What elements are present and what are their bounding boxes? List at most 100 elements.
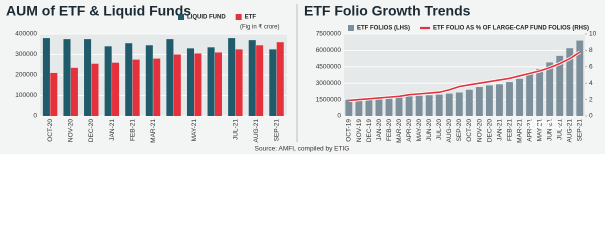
x-tick-label: FEB-21 xyxy=(129,119,136,141)
x-tick-label: NOV-20 xyxy=(68,119,75,143)
bar xyxy=(50,72,58,116)
bar xyxy=(425,95,433,116)
x-tick-label: OCT-20 xyxy=(47,119,54,142)
x-tick-label: FEB-20 xyxy=(386,119,393,141)
bar xyxy=(228,38,236,116)
bar xyxy=(104,46,112,116)
bar xyxy=(153,58,161,116)
bar xyxy=(256,45,264,116)
bar xyxy=(496,84,503,116)
x-tick-label: JUL-21 xyxy=(557,119,564,140)
y2-tick-label: 2 xyxy=(589,96,593,103)
bar xyxy=(435,94,443,116)
bar xyxy=(395,96,403,116)
bar xyxy=(42,38,50,116)
x-tick-label: MAY-20 xyxy=(416,119,423,142)
bar xyxy=(576,40,584,117)
x-tick-label: SEP-21 xyxy=(273,119,280,142)
x-tick-label: APR-20 xyxy=(406,119,413,142)
bar xyxy=(166,39,174,116)
bar xyxy=(485,85,493,116)
legend-label: ETF FOLIOS (LHS) xyxy=(357,26,410,32)
legend-label: ETF xyxy=(245,15,257,21)
legend-swatch xyxy=(178,14,184,20)
bar xyxy=(63,39,71,116)
x-tick-label: JUL-20 xyxy=(436,119,443,140)
bar xyxy=(235,49,243,116)
x-tick-label: NOV-19 xyxy=(356,119,363,143)
bar xyxy=(526,73,534,116)
chart-title: AUM of ETF & Liquid Funds xyxy=(6,3,191,19)
bar xyxy=(455,92,463,116)
x-tick-label: OCT-19 xyxy=(346,119,353,142)
bar xyxy=(365,98,373,116)
legend-swatch xyxy=(235,14,242,20)
y-tick-label: 100000 xyxy=(15,92,37,99)
bar xyxy=(214,52,222,116)
legend-label: ETF FOLIO AS % OF LARGE-CAP FUND FOLIOS … xyxy=(433,26,589,32)
source: Source: AMFI, compiled by ETIG xyxy=(255,146,350,153)
x-tick-label: JAN-21 xyxy=(109,119,116,141)
bar xyxy=(536,68,544,116)
x-tick-label: SEP-21 xyxy=(577,119,584,142)
bar xyxy=(375,97,383,116)
bar xyxy=(345,99,353,116)
x-tick-label: OCT-20 xyxy=(466,119,473,142)
bar xyxy=(465,89,473,116)
y2-tick-label: 10 xyxy=(589,31,597,38)
y2-tick-label: 6 xyxy=(589,64,593,71)
x-tick-label: AUG-21 xyxy=(567,119,574,143)
bar xyxy=(355,99,363,116)
bar xyxy=(132,59,140,116)
x-tick-label: APR-21 xyxy=(526,119,533,142)
line xyxy=(348,51,581,102)
y2-tick-label: 0 xyxy=(589,113,593,120)
y-tick-label: 7500000 xyxy=(316,31,342,38)
bar xyxy=(516,78,523,116)
x-tick-label: MAY-21 xyxy=(191,119,198,142)
x-tick-label: SEP-20 xyxy=(456,119,463,142)
x-tick-label: JAN-20 xyxy=(376,119,383,141)
x-tick-label: FEB-21 xyxy=(506,119,513,141)
bar xyxy=(145,45,153,116)
bar xyxy=(112,62,120,116)
bar xyxy=(405,96,413,116)
legend-label: LIQUID FUND xyxy=(187,15,226,21)
bar xyxy=(385,97,393,116)
bar xyxy=(91,63,99,116)
bar xyxy=(194,53,202,116)
bar xyxy=(276,42,284,117)
y2-tick-label: 8 xyxy=(589,47,593,54)
bar xyxy=(546,62,554,116)
y-tick-label: 400000 xyxy=(15,31,37,38)
x-tick-label: JAN-21 xyxy=(496,119,503,141)
bar xyxy=(186,48,195,116)
x-tick-label: MAY-21 xyxy=(537,119,544,142)
x-tick-label: JUL-21 xyxy=(232,119,239,140)
y-tick-label: 3000000 xyxy=(316,80,342,87)
x-tick-label: DEC-19 xyxy=(366,119,373,143)
legend-swatch xyxy=(348,25,354,31)
y-tick-label: 300000 xyxy=(15,51,37,58)
y-tick-label: 0 xyxy=(337,113,341,120)
bar xyxy=(506,82,513,116)
x-tick-label: DEC-20 xyxy=(88,119,95,143)
bar xyxy=(269,49,277,116)
y-tick-label: 1500000 xyxy=(316,96,342,103)
bar xyxy=(70,67,78,116)
bar xyxy=(566,48,574,116)
x-tick-label: JUN-20 xyxy=(426,119,433,141)
plot-area xyxy=(344,34,585,116)
infographic: Source: AMFI, compiled by ETIG AUM of ET… xyxy=(0,0,605,154)
x-tick-label: MAR-21 xyxy=(516,119,523,143)
bar xyxy=(445,93,453,116)
bar xyxy=(415,95,423,116)
x-tick-label: NOV-20 xyxy=(476,119,483,143)
x-tick-label: JUN-21 xyxy=(547,119,554,141)
chart-title: ETF Folio Growth Trends xyxy=(304,3,471,19)
watermark: BCCL xyxy=(529,118,562,132)
y-tick-label: 0 xyxy=(33,113,37,120)
bar xyxy=(173,54,181,116)
note: (Fig in ₹ crore) xyxy=(240,24,280,31)
x-tick-label: AUG-20 xyxy=(446,119,453,143)
